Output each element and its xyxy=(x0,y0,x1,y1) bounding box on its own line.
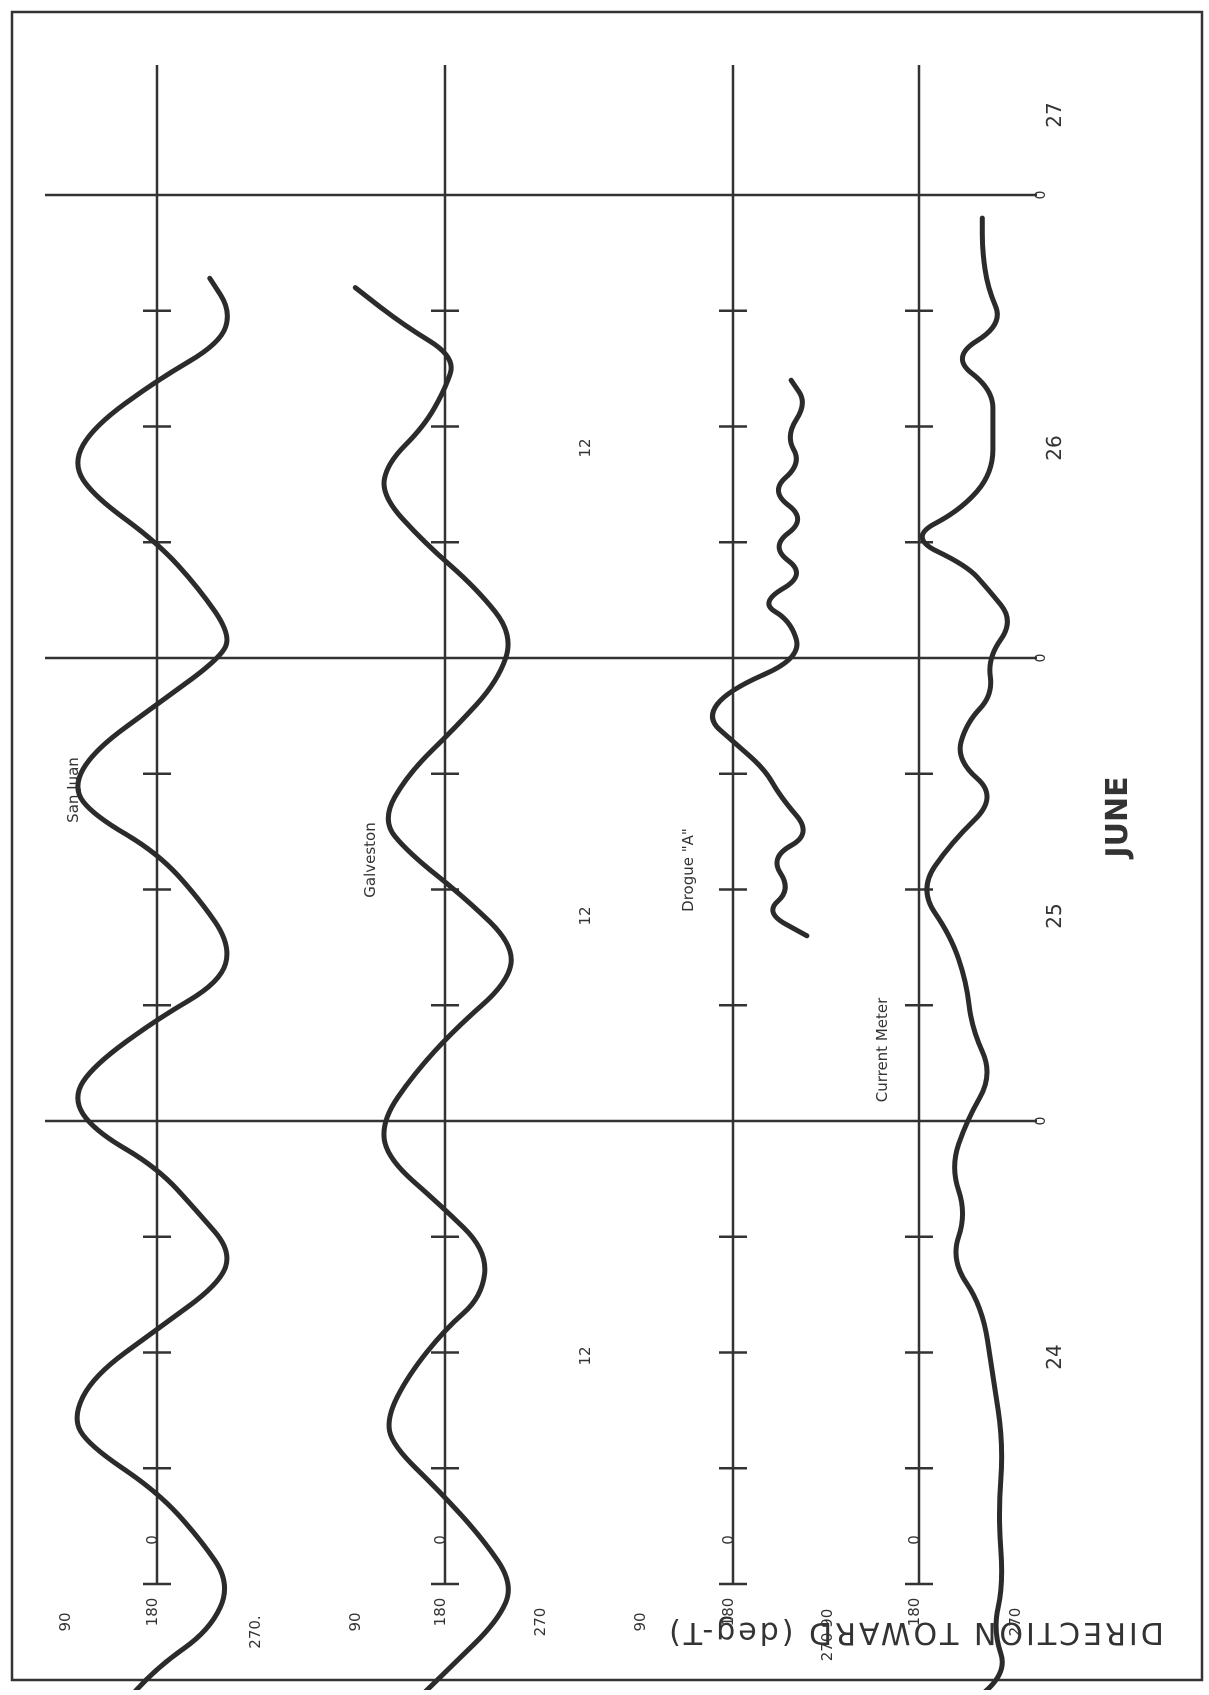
axes-layer xyxy=(45,65,1037,1586)
frame xyxy=(10,10,1204,1682)
series-line-2 xyxy=(710,377,810,939)
y-tick-label: 90 xyxy=(346,1612,364,1631)
y-tick-label: 180 xyxy=(143,1598,161,1627)
midday-label: 12 xyxy=(576,1346,594,1365)
day-label: 26 xyxy=(1042,435,1066,460)
series-layer xyxy=(74,215,1010,1695)
series-line-3 xyxy=(919,215,1010,1695)
y-tick-label: 180 xyxy=(905,1598,923,1627)
y-tick-label: 0 xyxy=(143,1535,161,1545)
series-line-1 xyxy=(352,285,514,1695)
series-name-label: Galveston xyxy=(361,822,379,897)
series-line-0 xyxy=(74,275,230,1695)
day-label: 27 xyxy=(1042,102,1066,127)
series-name-label: Current Meter xyxy=(873,997,891,1102)
y-tick-label: 0 xyxy=(431,1535,449,1545)
series-name-label: San Juan xyxy=(64,757,82,823)
y-tick-label: 180 xyxy=(719,1598,737,1627)
y-tick-label: 0 xyxy=(719,1535,737,1545)
x-axis-label: JUNE xyxy=(1100,776,1135,859)
y-tick-label: 270 90 xyxy=(818,1609,836,1662)
day-label: 24 xyxy=(1042,1344,1066,1369)
y-axis-label: DIRECTION TOWARD (deg-T) xyxy=(666,1615,1164,1650)
y-tick-label: 270. xyxy=(246,1615,264,1648)
y-tick-label: 0 xyxy=(905,1535,923,1545)
day-label: 25 xyxy=(1042,903,1066,928)
y-tick-label: 90 xyxy=(56,1612,74,1631)
series-name-label: Drogue "A" xyxy=(679,828,697,912)
midnight-label: 0 xyxy=(1033,654,1049,663)
y-tick-label: 90 xyxy=(631,1612,649,1631)
midnight-label: 0 xyxy=(1033,1117,1049,1126)
midday-label: 12 xyxy=(576,438,594,457)
y-tick-label: 270 xyxy=(531,1608,549,1637)
midnight-label: 0 xyxy=(1033,191,1049,200)
y-tick-label: 180 xyxy=(431,1598,449,1627)
y-tick-label: 270 xyxy=(1006,1608,1024,1637)
midday-label: 12 xyxy=(576,906,594,925)
